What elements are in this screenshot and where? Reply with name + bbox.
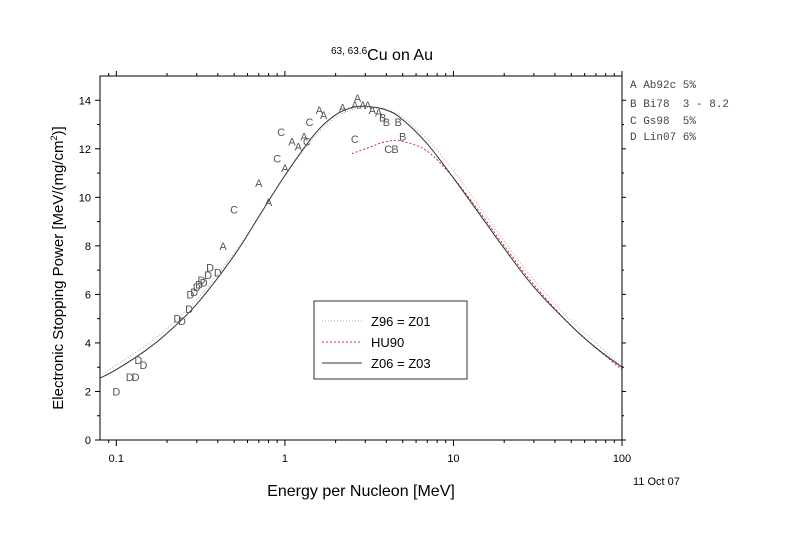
x-tick-label: 100 bbox=[613, 453, 631, 465]
data-point: A bbox=[359, 100, 367, 112]
data-point: C bbox=[384, 144, 392, 156]
data-point: B bbox=[399, 132, 406, 144]
y-axis-label: Electronic Stopping Power [MeV/(mg/cm2)] bbox=[49, 126, 67, 409]
chart-title-superscript: 63, 63.6 bbox=[331, 46, 368, 57]
data-point: A bbox=[364, 100, 372, 112]
legend-box bbox=[313, 300, 468, 380]
x-tick-label: 1 bbox=[282, 453, 288, 465]
reference-item: B Bi78 3 - 8.2 bbox=[630, 99, 729, 111]
y-tick-label: 10 bbox=[79, 192, 91, 204]
data-point: B bbox=[383, 117, 390, 129]
legend-label-z06: Z06 = Z03 bbox=[371, 356, 431, 371]
chart-title: 63, 63.6Cu on Au bbox=[331, 46, 433, 64]
data-point: C bbox=[273, 154, 281, 166]
y-tick-label: 8 bbox=[85, 241, 91, 253]
data-point: B bbox=[391, 144, 398, 156]
data-point: A bbox=[316, 105, 324, 117]
data-point: D bbox=[140, 360, 148, 372]
data-point: A bbox=[281, 163, 289, 175]
x-tick-label: 0.1 bbox=[109, 453, 124, 465]
data-point: D bbox=[200, 277, 208, 289]
reference-item: C Gs98 5% bbox=[630, 116, 696, 128]
data-point: C bbox=[306, 117, 314, 129]
data-point: A bbox=[375, 107, 383, 119]
y-tick-label: 6 bbox=[85, 289, 91, 301]
data-point: D bbox=[214, 268, 222, 280]
data-point: B bbox=[379, 112, 386, 124]
data-point: D bbox=[193, 282, 201, 294]
data-point: D bbox=[198, 275, 206, 287]
y-axis-label-main: Electronic Stopping Power [MeV/(mg/cm bbox=[50, 140, 67, 409]
data-point: D bbox=[204, 270, 212, 282]
plot-frame bbox=[99, 75, 623, 441]
series-line-0 bbox=[99, 106, 623, 377]
y-tick-label: 14 bbox=[79, 95, 91, 107]
legend-label-hu90: HU90 bbox=[371, 335, 404, 350]
data-point: C bbox=[351, 134, 359, 146]
x-tick-label: 10 bbox=[447, 453, 459, 465]
y-tick-label: 4 bbox=[85, 338, 91, 350]
data-point: A bbox=[339, 103, 347, 115]
y-axis-label-sup: 2 bbox=[49, 135, 59, 140]
reference-list: A Ab92c 5% B Bi78 3 - 8.2 C Gs98 5% D Li… bbox=[630, 80, 729, 144]
data-point: D bbox=[185, 304, 193, 316]
curves bbox=[99, 105, 623, 379]
data-point: D bbox=[178, 316, 186, 328]
legend: Z96 = Z01 HU90 Z06 = Z03 bbox=[313, 300, 468, 380]
data-point: D bbox=[132, 372, 140, 384]
data-point: B bbox=[395, 117, 402, 129]
chart-title-text: Cu on Au bbox=[367, 47, 433, 64]
y-axis-label-end: )] bbox=[50, 126, 67, 135]
data-point: A bbox=[369, 105, 377, 117]
x-axis-label: Energy per Nucleon [MeV] bbox=[267, 483, 455, 500]
data-point: A bbox=[288, 137, 296, 149]
data-point: D bbox=[112, 386, 120, 398]
data-point: D bbox=[173, 314, 181, 326]
axes: 0 2 4 6 8 10 12 14 0.1 1 10 100 bbox=[79, 71, 631, 465]
data-point: A bbox=[300, 132, 308, 144]
y-tick-label: 2 bbox=[85, 386, 91, 398]
data-point: A bbox=[295, 141, 303, 153]
data-point: A bbox=[351, 100, 359, 112]
y-tick-label: 0 bbox=[85, 435, 91, 447]
reference-item: A Ab92c 5% bbox=[630, 80, 696, 92]
data-point: C bbox=[277, 127, 285, 139]
data-point: D bbox=[126, 372, 134, 384]
data-point: D bbox=[190, 287, 198, 299]
data-point: D bbox=[134, 355, 142, 367]
data-point: A bbox=[219, 241, 227, 253]
data-point: C bbox=[303, 137, 311, 149]
date-label: 11 Oct 07 bbox=[633, 476, 680, 488]
series-line-2 bbox=[99, 105, 623, 379]
data-point: D bbox=[195, 280, 203, 292]
data-point: C bbox=[230, 204, 238, 216]
data-point: A bbox=[320, 110, 328, 122]
data-point: D bbox=[206, 263, 214, 275]
legend-label-z96: Z96 = Z01 bbox=[371, 314, 431, 329]
reference-item: D Lin07 6% bbox=[630, 132, 696, 144]
y-tick-label: 12 bbox=[79, 144, 91, 156]
data-point: A bbox=[265, 197, 273, 209]
data-point: A bbox=[255, 178, 263, 190]
data-point: A bbox=[354, 93, 362, 105]
data-point: D bbox=[186, 289, 194, 301]
